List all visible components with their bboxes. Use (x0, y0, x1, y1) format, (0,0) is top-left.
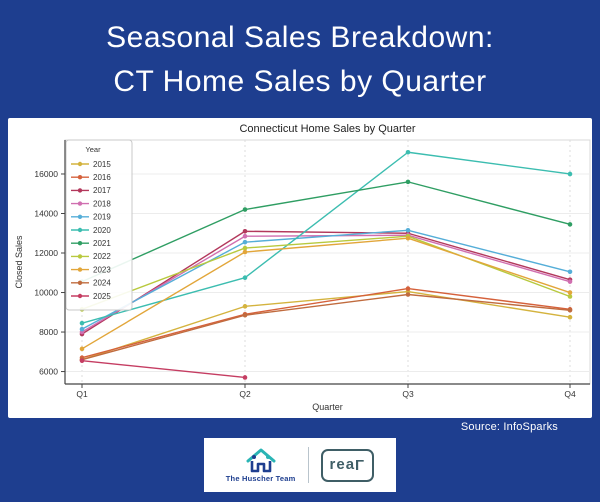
svg-text:16000: 16000 (34, 169, 58, 179)
chart-legend: Year 2015 2016 2017 2018 2019 2020 2021 2022 2023… (65, 139, 133, 311)
house-icon (246, 448, 276, 473)
svg-text:Q2: Q2 (239, 389, 251, 399)
logo-divider (307, 447, 309, 483)
svg-text:2020: 2020 (93, 226, 111, 235)
svg-text:2016: 2016 (93, 173, 111, 182)
svg-text:Q1: Q1 (76, 389, 88, 399)
svg-text:12000: 12000 (34, 248, 58, 258)
svg-text:2021: 2021 (93, 239, 111, 248)
svg-text:2018: 2018 (93, 199, 111, 208)
svg-text:2015: 2015 (93, 160, 111, 169)
page-title-line1: Seasonal Sales Breakdown: (106, 21, 494, 54)
svg-text:2025: 2025 (93, 292, 111, 301)
sales-chart: 6000 8000 10000 12000 14000 16000 Q1 Q2 Q3 Q4 Conn… (8, 118, 592, 418)
svg-text:2017: 2017 (93, 186, 111, 195)
real-logo-text: rea (329, 455, 356, 473)
svg-text:10000: 10000 (34, 288, 58, 298)
svg-text:Quarter: Quarter (312, 402, 343, 412)
real-brokerage-logo: rea L (320, 448, 375, 482)
svg-text:14000: 14000 (34, 208, 58, 218)
huscher-team-logo: The Huscher Team (226, 447, 296, 483)
svg-text:6000: 6000 (39, 367, 58, 377)
chart-canvas: 6000 8000 10000 12000 14000 16000 Q1 Q2 Q3 Q4 Conn… (14, 123, 591, 412)
page-title: Seasonal Sales Breakdown: CT Home Sales … (0, 16, 600, 104)
svg-text:2023: 2023 (93, 265, 111, 274)
svg-text:8000: 8000 (39, 327, 58, 337)
logo-box: The Huscher Team rea L (204, 438, 396, 492)
svg-text:Closed Sales: Closed Sales (14, 235, 24, 289)
svg-text:Q4: Q4 (564, 389, 576, 399)
svg-text:2022: 2022 (93, 252, 111, 261)
svg-text:2024: 2024 (93, 279, 111, 288)
source-text: Source: InfoSparks (460, 421, 558, 433)
svg-text:Q3: Q3 (402, 389, 414, 399)
real-logo-flipped-l: L (355, 455, 366, 473)
svg-text:Year: Year (85, 145, 101, 154)
svg-text:2019: 2019 (93, 213, 111, 222)
huscher-team-label: The Huscher Team (225, 474, 296, 484)
page-title-line2: CT Home Sales by Quarter (113, 65, 487, 98)
svg-text:Connecticut Home Sales by Quar: Connecticut Home Sales by Quarter (239, 123, 415, 135)
